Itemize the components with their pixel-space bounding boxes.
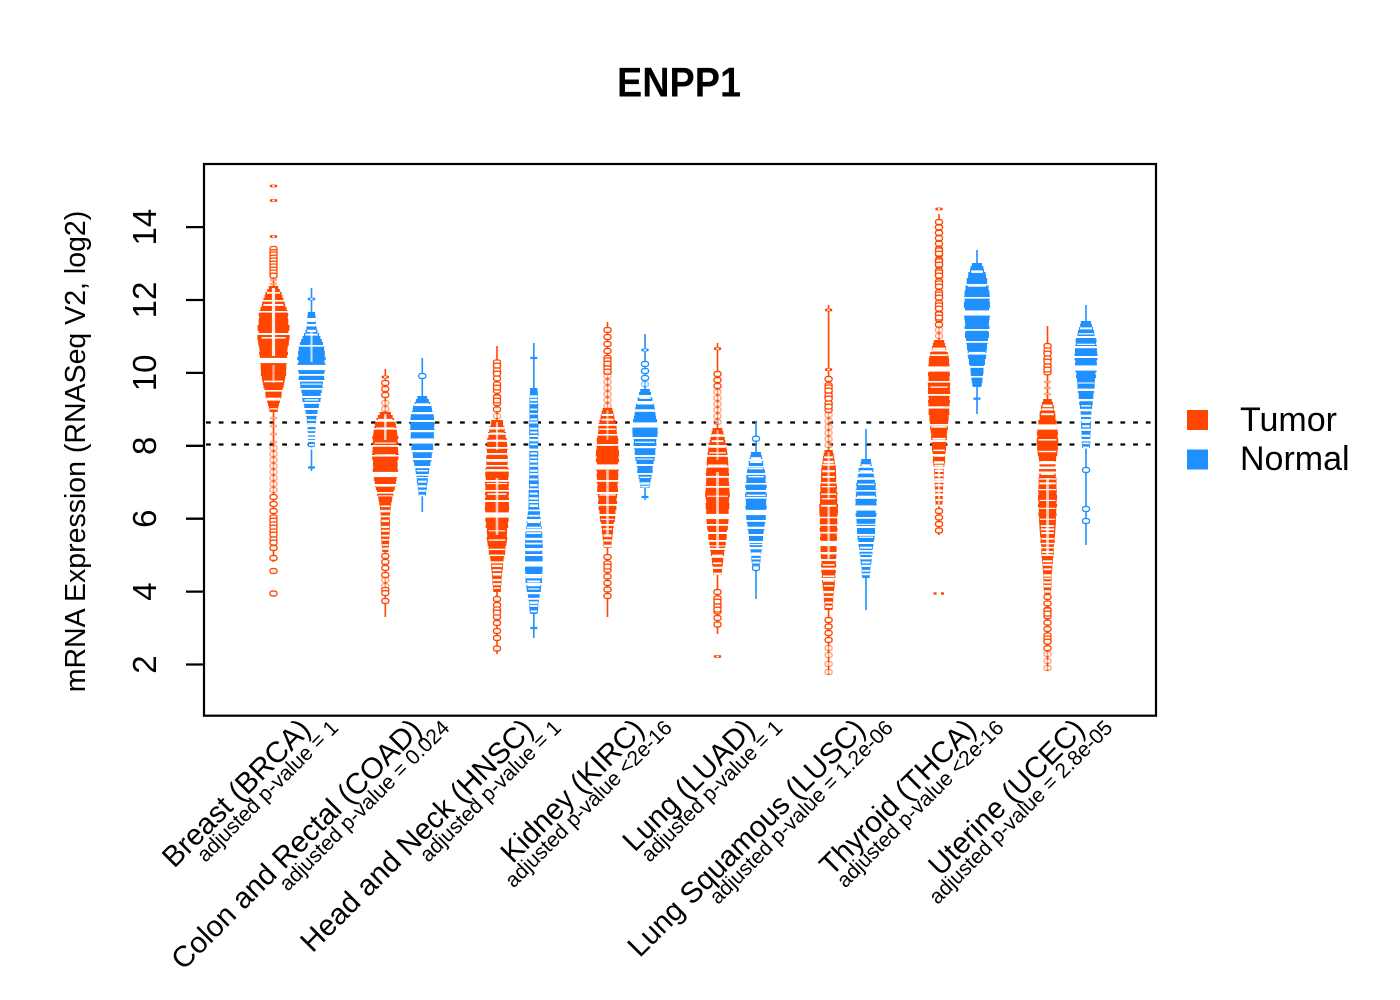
svg-text:Tumor: Tumor [1240, 401, 1337, 439]
svg-text:10: 10 [126, 355, 163, 392]
svg-text:12: 12 [126, 282, 163, 319]
svg-text:14: 14 [126, 209, 163, 246]
svg-text:8: 8 [126, 437, 163, 455]
svg-text:6: 6 [126, 510, 163, 528]
svg-text:mRNA Expression (RNASeq V2, lo: mRNA Expression (RNASeq V2, log2) [60, 211, 92, 693]
svg-text:2: 2 [126, 655, 163, 673]
svg-text:Normal: Normal [1240, 440, 1350, 478]
svg-text:ENPP1: ENPP1 [617, 59, 741, 106]
svg-text:4: 4 [126, 582, 163, 600]
